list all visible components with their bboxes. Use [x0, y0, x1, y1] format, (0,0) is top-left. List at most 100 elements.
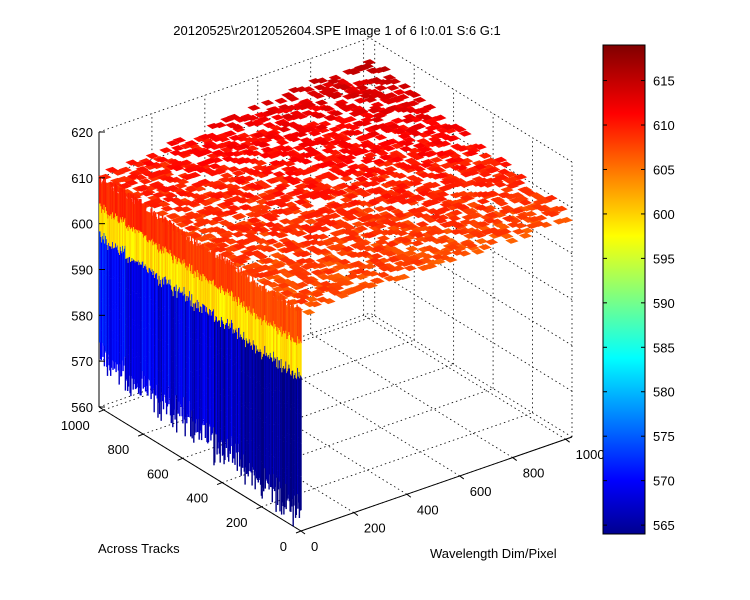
surface-cell: [356, 215, 370, 223]
surface-cell: [350, 150, 364, 157]
surface-cell: [378, 265, 392, 272]
surface-cell: [328, 93, 342, 100]
surface-cell: [307, 193, 321, 200]
x-tick-label: 0: [311, 539, 318, 554]
surface-cell: [436, 191, 450, 198]
surface-cell: [485, 211, 499, 219]
grid-line-floor-y: [261, 412, 533, 508]
surface-cell: [332, 264, 346, 271]
grid-line-floor-y: [182, 363, 454, 459]
surface-cell: [219, 172, 234, 179]
surface-cell: [439, 178, 453, 186]
surface-cell: [449, 228, 463, 235]
surface-cell: [417, 190, 431, 197]
surface-cell: [364, 96, 378, 103]
surface-cell: [160, 205, 174, 212]
surface-cell: [308, 301, 322, 308]
surface-cell: [434, 150, 448, 157]
surface-cell: [226, 166, 240, 173]
surface-cell: [340, 142, 354, 149]
surface-cell: [369, 253, 384, 260]
surface-cell: [197, 178, 212, 185]
surface-cell: [344, 193, 359, 200]
surface-cell: [460, 171, 474, 178]
surface-cell: [290, 218, 304, 225]
surface-cell: [236, 143, 251, 150]
surface-cell: [493, 181, 507, 188]
z-tick-label: 590: [71, 263, 93, 278]
surface-cell: [397, 106, 412, 113]
surface-cell: [411, 123, 425, 130]
z-tick-label: 620: [71, 125, 93, 140]
surface-cell: [277, 126, 291, 133]
surface-cell: [382, 145, 396, 152]
surface-cell: [496, 223, 511, 230]
surface-cell: [142, 160, 156, 167]
colorbar-gradient: [602, 44, 646, 535]
surface-cell: [292, 230, 306, 237]
surface-cell: [419, 114, 433, 121]
surface-cell: [145, 152, 159, 159]
y-tick-label: 200: [226, 515, 248, 530]
surface-cell: [297, 274, 311, 281]
surface-cell: [213, 210, 227, 217]
surface-cell: [522, 189, 536, 196]
surface-cell: [347, 68, 361, 76]
surface-cell: [241, 192, 255, 199]
surface-cell: [391, 117, 405, 124]
surface-cell: [283, 259, 297, 266]
surface-cell: [315, 296, 329, 303]
surface-cell: [197, 227, 211, 235]
surface-cell: [358, 142, 372, 149]
surface-cell: [320, 105, 334, 112]
surface-cell: [202, 205, 217, 212]
surface-cell: [191, 181, 205, 188]
surface-cell: [265, 238, 279, 245]
y-tick-label: 600: [147, 466, 169, 481]
surface-cell: [498, 208, 512, 215]
y-tick: [98, 409, 104, 413]
surface-cell: [304, 183, 318, 190]
surface-cell: [174, 200, 188, 207]
surface-cell: [417, 171, 431, 179]
surface-cell: [164, 192, 178, 199]
surface-cell: [400, 164, 415, 171]
surface-cell: [285, 165, 300, 172]
surface-cell: [368, 257, 382, 264]
grid-line-back-z: [98, 312, 371, 408]
surface-cell: [434, 217, 448, 224]
surface-cell: [295, 258, 309, 265]
surface-cell: [347, 124, 361, 131]
surface-cell: [166, 140, 180, 147]
surface-cell: [333, 189, 347, 197]
surface-cell: [317, 285, 331, 292]
surface-cell: [331, 223, 345, 230]
surface-cell: [304, 227, 318, 234]
surface-cell: [310, 224, 325, 231]
surface-cell: [310, 291, 324, 298]
surface-cell: [233, 178, 247, 185]
surface-cell: [216, 242, 230, 249]
surface-cell: [474, 238, 489, 245]
surface-cell: [349, 286, 363, 293]
surface-cell: [192, 221, 206, 228]
surface-cell: [382, 213, 396, 220]
surface-cell: [501, 215, 516, 222]
z-tick-label: 560: [71, 400, 93, 415]
surface-cell: [447, 215, 462, 222]
surface-cell: [297, 141, 312, 148]
axis-ticks: 560 570 580 590 600 610 620 0 200 400 600 800 1000 0 2…: [61, 125, 605, 554]
surface-cell: [451, 222, 465, 229]
surface-cell: [346, 184, 360, 191]
surface-cell: [352, 120, 366, 127]
surface-cell: [299, 223, 313, 231]
surface-cell: [247, 104, 261, 111]
grid-line-back-z: [98, 37, 371, 133]
surface-cell: [479, 229, 494, 236]
surface-cell: [287, 156, 301, 163]
surface-cell: [451, 249, 465, 256]
surface-cell: [399, 145, 413, 152]
colorbar-tick-label: 615: [653, 74, 675, 89]
surface-cell: [321, 214, 335, 221]
surface-cell: [233, 158, 247, 165]
